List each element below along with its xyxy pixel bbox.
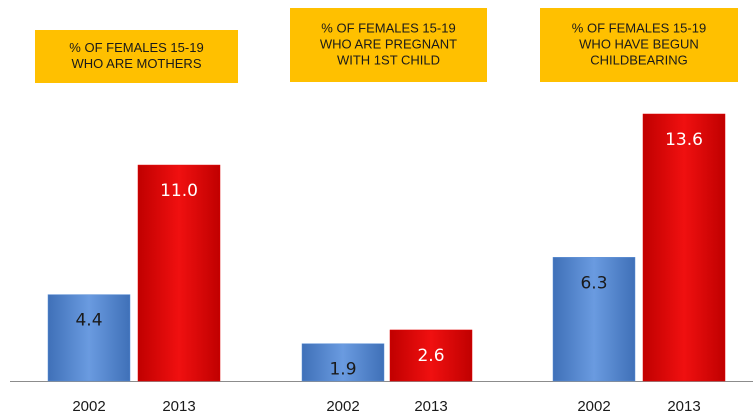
x-tick-label: 2002: [326, 398, 359, 415]
title-box: [290, 8, 487, 82]
value-label: 2.6: [417, 346, 444, 366]
title-box: [540, 8, 738, 82]
chart-title: WITH 1ST CHILD: [337, 52, 440, 67]
chart-title: CHILDBEARING: [590, 52, 688, 67]
chart-title: WHO ARE MOTHERS: [71, 56, 201, 71]
x-tick-label: 2013: [162, 398, 195, 415]
chart-title: WHO HAVE BEGUN: [579, 36, 699, 51]
value-label: 11.0: [160, 181, 198, 201]
bar: [642, 113, 726, 382]
x-tick-label: 2002: [577, 398, 610, 415]
value-label: 13.6: [665, 130, 703, 150]
bar: [552, 257, 636, 382]
x-tick-label: 2013: [414, 398, 447, 415]
chart-title: WHO ARE PREGNANT: [320, 36, 457, 51]
value-label: 6.3: [580, 273, 607, 293]
x-tick-label: 2013: [667, 398, 700, 415]
chart-title: % OF FEMALES 15-19: [69, 40, 203, 55]
bar: [389, 329, 473, 382]
chart-title: % OF FEMALES 15-19: [321, 20, 455, 35]
bar: [301, 343, 385, 382]
title-box: [35, 30, 238, 83]
chart-title: % OF FEMALES 15-19: [572, 20, 706, 35]
bar: [137, 164, 221, 382]
value-label: 1.9: [329, 360, 356, 380]
bar: [47, 294, 131, 382]
x-tick-label: 2002: [72, 398, 105, 415]
value-label: 4.4: [75, 311, 102, 331]
